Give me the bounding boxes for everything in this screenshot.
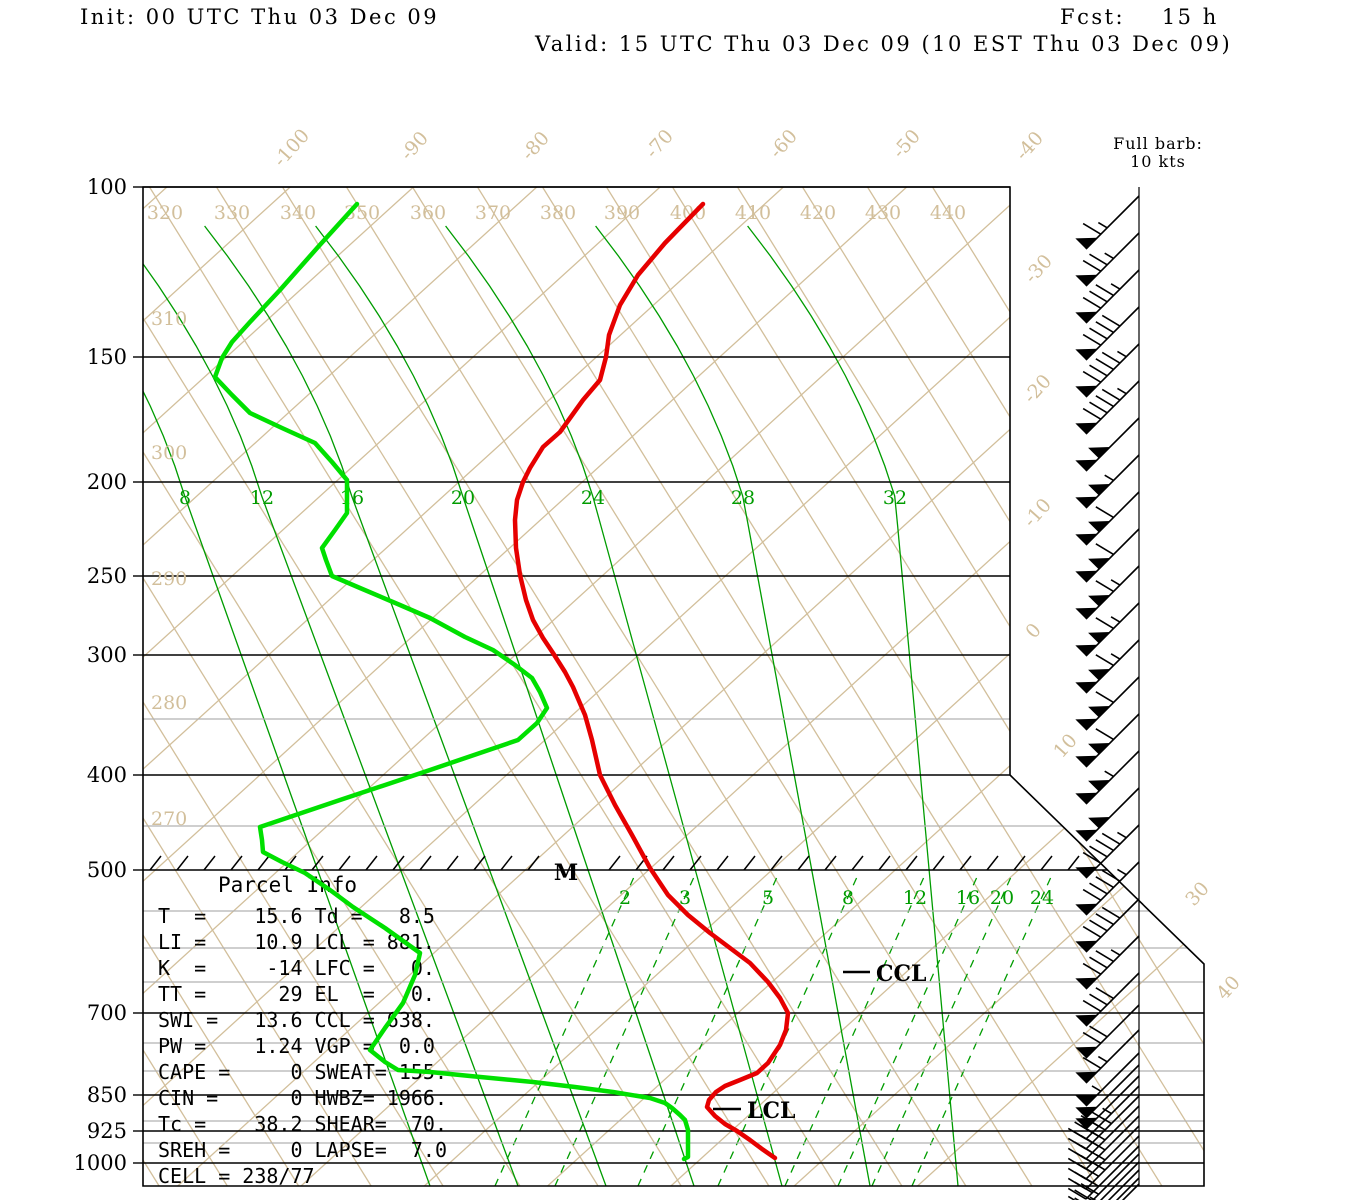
svg-text:430: 430 — [865, 202, 901, 224]
svg-text:24: 24 — [1030, 887, 1054, 909]
parcel-info-row: CELL = 238/77 — [158, 1164, 315, 1188]
parcel-info-row: TT = 29 EL = 0. — [158, 982, 435, 1006]
svg-text:-90: -90 — [396, 127, 433, 164]
svg-text:300: 300 — [87, 643, 127, 667]
parcel-info-row: CIN = 0 HWBZ= 1966. — [158, 1086, 447, 1110]
svg-text:360: 360 — [410, 202, 446, 224]
parcel-info-row: CAPE = 0 SWEAT= 155. — [158, 1060, 447, 1084]
svg-text:5: 5 — [762, 887, 774, 909]
svg-text:12: 12 — [250, 487, 274, 509]
parcel-info-row: LI = 10.9 LCL = 881. — [158, 930, 435, 954]
svg-text:-80: -80 — [517, 127, 554, 164]
parcel-info-row: SREH = 0 LAPSE= 7.0 — [158, 1138, 447, 1162]
svg-text:420: 420 — [800, 202, 836, 224]
parcel-info-row: Tc = 38.2 SHEAR= 70. — [158, 1112, 447, 1136]
parcel-info-rows: T = 15.6 Td = 8.5 LI = 10.9 LCL = 881. K =… — [158, 903, 447, 1189]
pressure-axis-labels: 100 150 200 250 300 400 500 700 850 925 1000 — [74, 175, 127, 1175]
svg-text:-20: -20 — [1019, 370, 1056, 407]
svg-text:8: 8 — [179, 487, 191, 509]
wind-barb-column — [1067, 187, 1140, 1200]
svg-text:-10: -10 — [1019, 494, 1056, 531]
svg-text:410: 410 — [735, 202, 771, 224]
svg-text:-50: -50 — [888, 125, 925, 162]
svg-text:32: 32 — [883, 487, 907, 509]
moist-adiabat-labels: 8 12 16 20 24 28 32 — [179, 487, 907, 509]
svg-text:250: 250 — [87, 564, 127, 588]
svg-text:300: 300 — [151, 442, 187, 464]
svg-text:100: 100 — [87, 175, 127, 199]
svg-text:700: 700 — [87, 1001, 127, 1025]
svg-text:2: 2 — [619, 887, 631, 909]
svg-text:290: 290 — [151, 568, 187, 590]
svg-text:20: 20 — [451, 487, 475, 509]
svg-text:380: 380 — [540, 202, 576, 224]
svg-text:400: 400 — [670, 202, 706, 224]
parcel-info-row: K = -14 LFC = 0. — [158, 956, 435, 980]
svg-text:400: 400 — [87, 763, 127, 787]
chart-border — [142, 186, 1205, 1187]
svg-text:-30: -30 — [1020, 250, 1057, 287]
svg-text:20: 20 — [990, 887, 1014, 909]
svg-text:270: 270 — [151, 808, 187, 830]
isotherm-labels-top: -100 -90 -80 -70 -60 -50 -40 — [269, 125, 1048, 171]
wind-barb-legend-line2: 10 kts — [1130, 152, 1186, 171]
svg-text:8: 8 — [842, 887, 854, 909]
hatch-marks-500mb — [149, 855, 1080, 871]
svg-text:310: 310 — [151, 308, 187, 330]
svg-text:500: 500 — [87, 858, 127, 882]
svg-text:150: 150 — [87, 345, 127, 369]
forecast-hour-label: Fcst: 15 h — [1060, 5, 1219, 29]
svg-text:280: 280 — [151, 692, 187, 714]
svg-text:-60: -60 — [765, 125, 802, 162]
dry-adiabat-labels-left: 310 300 290 280 270 — [151, 308, 187, 830]
svg-text:28: 28 — [731, 487, 755, 509]
mixing-ratio-lines — [494, 877, 1052, 1186]
svg-text:-100: -100 — [269, 125, 314, 171]
wind-barb-legend-line1: Full barb: — [1113, 134, 1203, 153]
svg-text:3: 3 — [679, 887, 691, 909]
parcel-info-panel: Parcel Info T = 15.6 Td = 8.5 LI = 10.9 L… — [158, 872, 447, 1189]
svg-text:30: 30 — [1181, 878, 1214, 911]
valid-time-label: Valid: 15 UTC Thu 03 Dec 09 (10 EST Thu … — [535, 32, 1233, 56]
svg-text:24: 24 — [581, 487, 605, 509]
svg-text:340: 340 — [280, 202, 316, 224]
svg-text:440: 440 — [930, 202, 966, 224]
svg-text:40: 40 — [1212, 972, 1245, 1005]
svg-text:-70: -70 — [641, 125, 678, 162]
svg-text:370: 370 — [475, 202, 511, 224]
svg-text:330: 330 — [214, 202, 250, 224]
parcel-info-row: T = 15.6 Td = 8.5 — [158, 904, 435, 928]
parcel-info-row: SWI = 13.6 CCL = 638. — [158, 1008, 435, 1032]
svg-text:350: 350 — [344, 202, 380, 224]
svg-text:320: 320 — [147, 202, 183, 224]
svg-text:390: 390 — [604, 202, 640, 224]
init-time-label: Init: 00 UTC Thu 03 Dec 09 — [80, 5, 440, 29]
parcel-info-title: Parcel Info — [218, 873, 358, 897]
svg-text:200: 200 — [87, 470, 127, 494]
svg-text:925: 925 — [87, 1119, 127, 1143]
svg-text:16: 16 — [340, 487, 364, 509]
svg-text:12: 12 — [903, 887, 927, 909]
wind-barb-legend: Full barb: 10 kts — [1098, 135, 1218, 171]
parcel-info-row: PW = 1.24 VGP = 0.0 — [158, 1034, 435, 1058]
svg-text:850: 850 — [87, 1083, 127, 1107]
svg-text:0: 0 — [1021, 619, 1045, 643]
svg-text:-40: -40 — [1011, 127, 1048, 164]
svg-text:1000: 1000 — [74, 1151, 127, 1175]
svg-text:16: 16 — [956, 887, 980, 909]
